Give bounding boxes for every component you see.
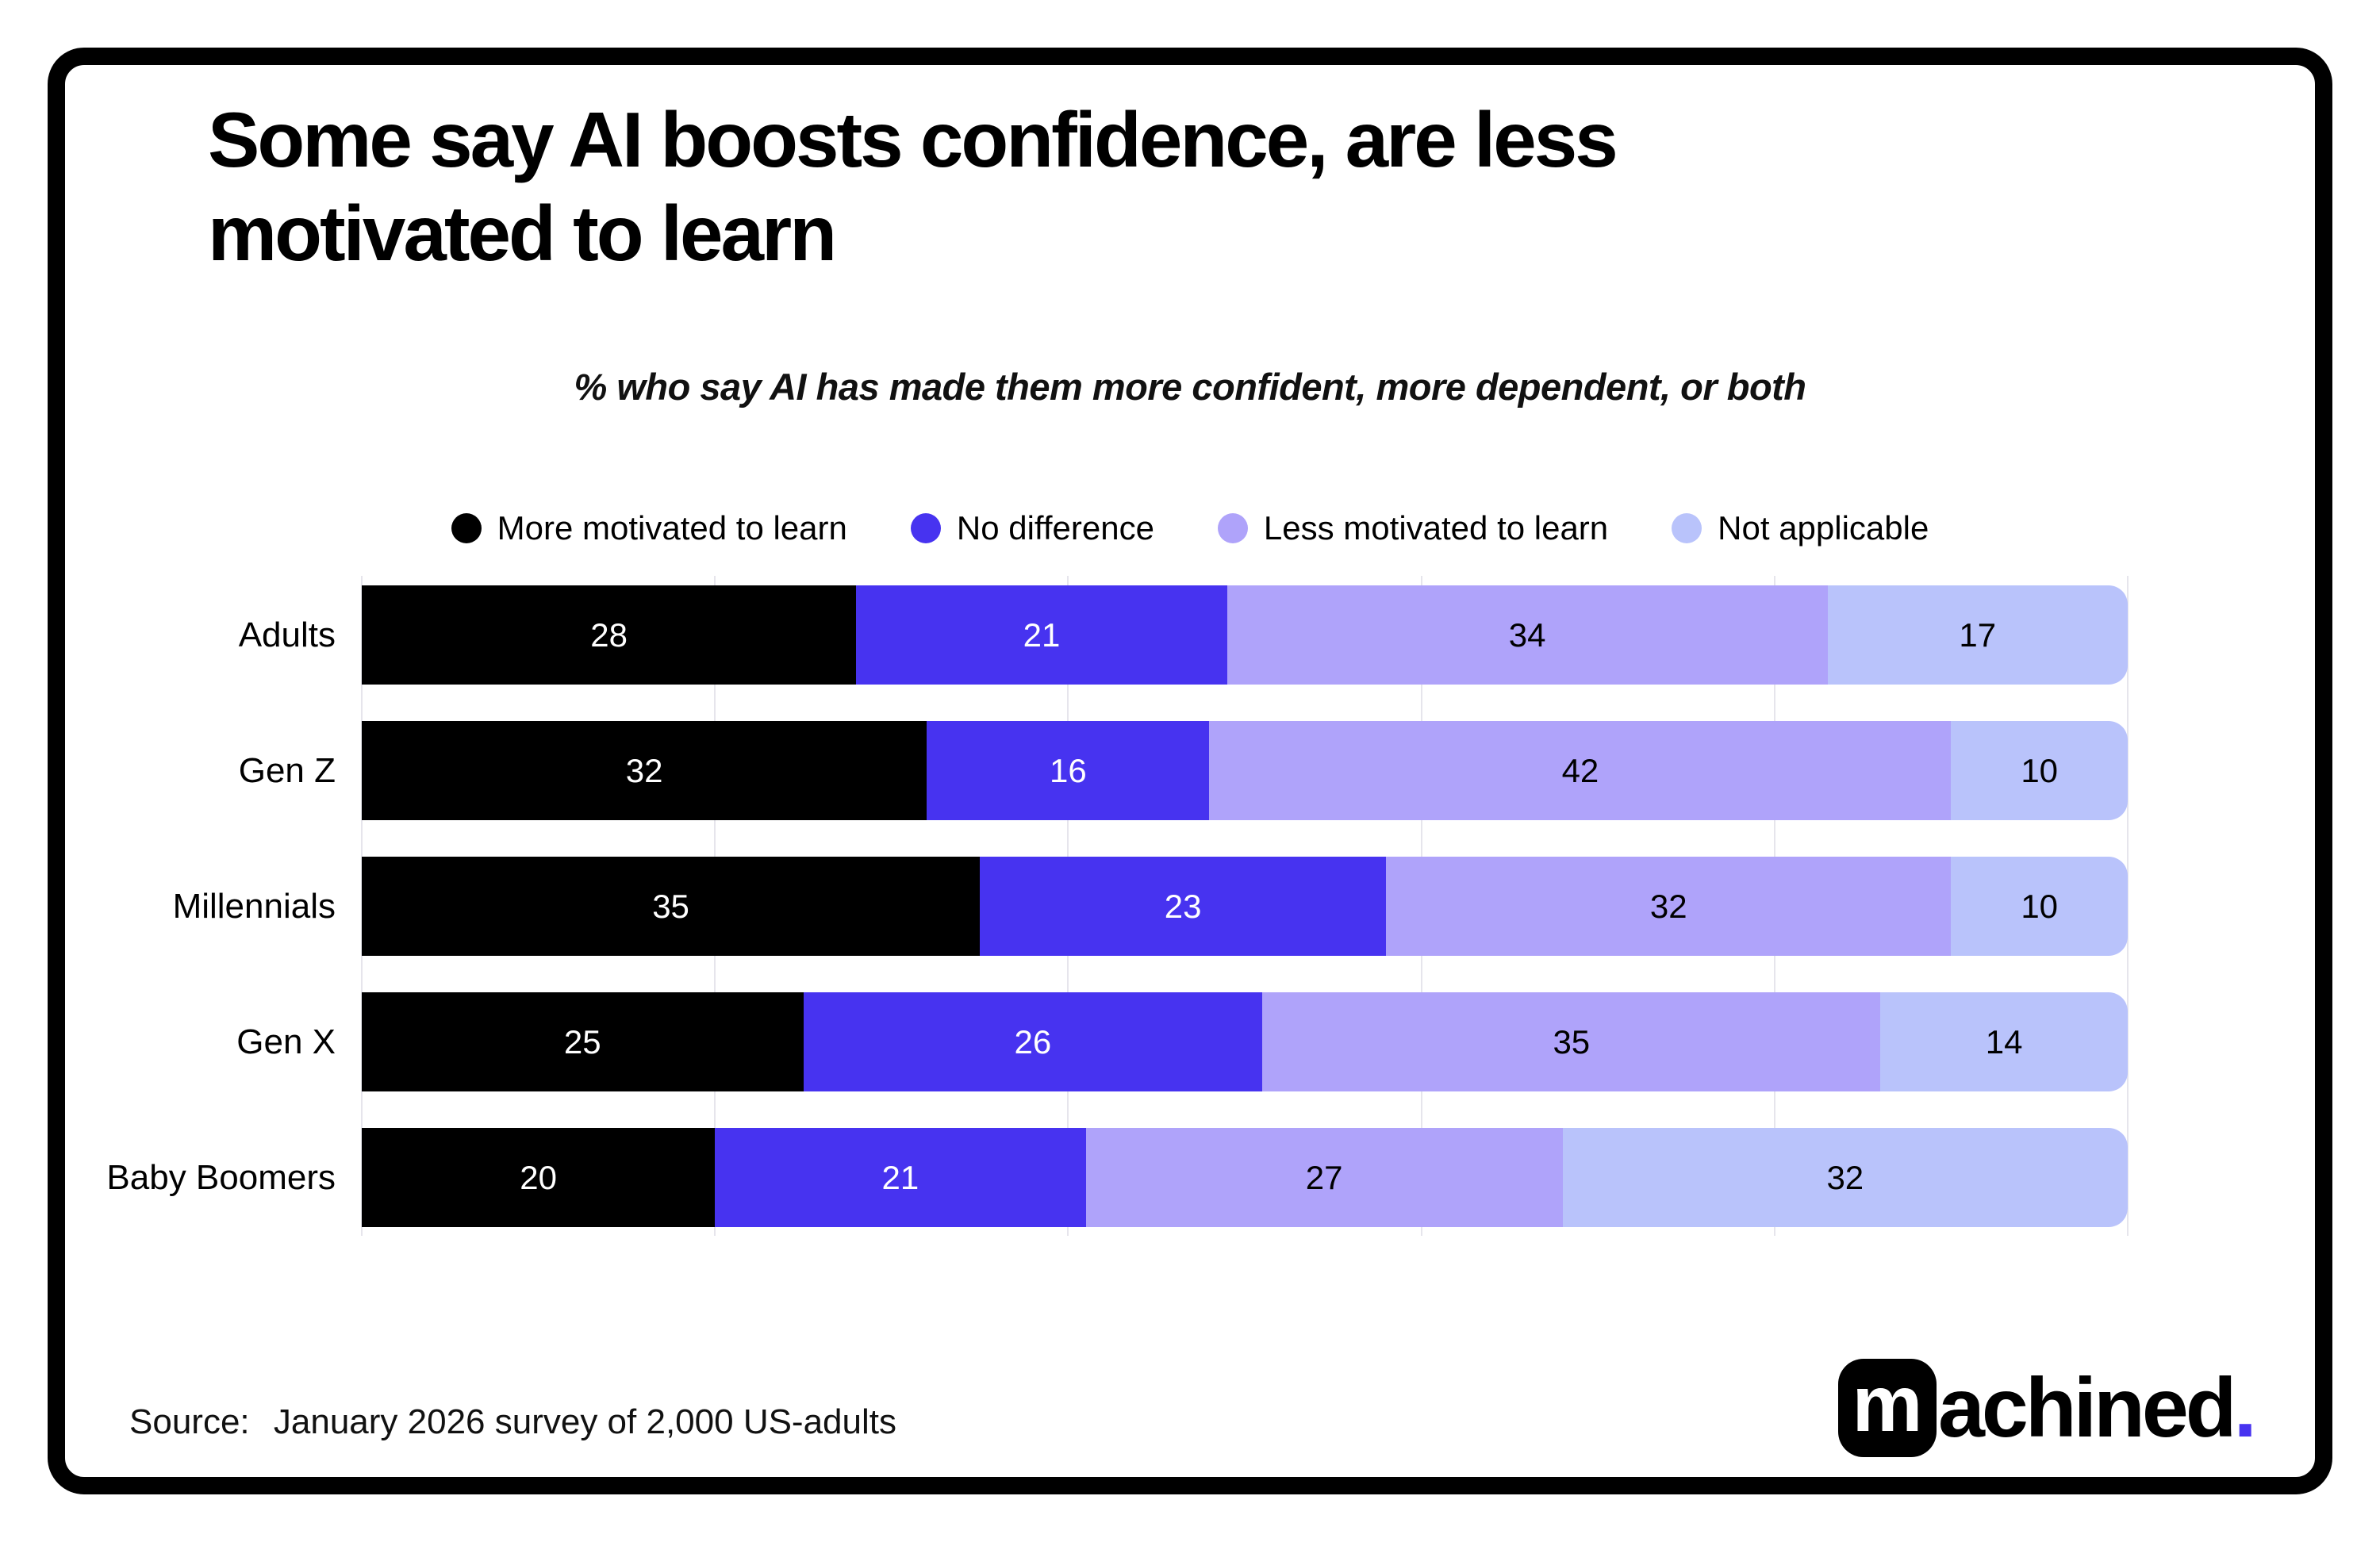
legend-item-1: No difference [910,509,1154,547]
bar-segment-less-motivated-to-learn: 34 [1226,585,1828,685]
logo-m-letter: m [1852,1360,1923,1448]
logo-dot: . [2233,1361,2257,1455]
bar-segment-more-motivated-to-learn: 35 [362,857,981,956]
legend-item-2: Less motivated to learn [1217,509,1609,547]
bar-segment-more-motivated-to-learn: 28 [362,585,857,685]
bar-track: 32 16 42 10 [362,721,2128,820]
legend-label: No difference [956,509,1154,547]
source-note: Source: January 2026 survey of 2,000 US-… [129,1402,896,1442]
legend-dot-icon [910,513,941,543]
legend-label: More motivated to learn [497,509,847,547]
row-label: Gen X [236,1022,336,1061]
bar-segment-more-motivated-to-learn: 25 [362,992,804,1091]
bar-segment-not-applicable: 10 [1951,857,2128,956]
bar-segment-less-motivated-to-learn: 32 [1386,857,1952,956]
bar-segment-not-applicable: 10 [1951,721,2128,820]
chart-row-millennials: Millennials 35 23 32 10 [48,857,2332,956]
row-label: Millennials [172,886,336,926]
bar-track: 25 26 35 14 [362,992,2128,1091]
row-label: Gen Z [238,750,336,790]
bar-segment-no-difference: 26 [803,992,1263,1091]
chart-row-baby-boomers: Baby Boomers 20 21 27 32 [48,1128,2332,1227]
bar-segment-no-difference: 21 [856,585,1227,685]
row-label: Baby Boomers [106,1157,336,1197]
bar-segment-less-motivated-to-learn: 35 [1262,992,1881,1091]
logo-m-box: m [1837,1359,1937,1457]
legend-item-3: Not applicable [1672,509,1929,547]
page-title: Some say AI boosts confidence, are less … [208,94,2112,280]
chart-row-adults: Adults 28 21 34 17 [48,585,2332,685]
bar-segment-no-difference: 16 [927,721,1210,820]
bar-track: 35 23 32 10 [362,857,2128,956]
bar-track: 28 21 34 17 [362,585,2128,685]
legend-label: Not applicable [1718,509,1929,547]
bar-segment-less-motivated-to-learn: 42 [1209,721,1952,820]
bar-segment-not-applicable: 14 [1880,992,2128,1091]
source-text: January 2026 survey of 2,000 US-adults [273,1402,896,1441]
bar-segment-more-motivated-to-learn: 32 [362,721,927,820]
gridline-100 [2127,576,2129,1236]
legend-label: Less motivated to learn [1263,509,1609,547]
bar-segment-not-applicable: 32 [1562,1128,2128,1227]
chart-legend: More motivated to learn No difference Less… [65,509,2315,547]
chart-subtitle: % who say AI has made them more confiden… [574,366,1806,408]
legend-dot-icon [1217,513,1248,543]
legend-dot-icon [1672,513,1702,543]
logo-wordmark: achined [1937,1361,2237,1455]
title-line-1: Some say AI boosts confidence, are less [208,96,1618,183]
source-label: Source: [129,1402,250,1441]
bar-track: 20 21 27 32 [362,1128,2128,1227]
title-line-2: motivated to learn [208,189,837,277]
stacked-bar-chart: Adults 28 21 34 17 Gen Z 32 16 42 10 Millennials 35… [48,585,2332,1264]
bar-segment-no-difference: 23 [980,857,1387,956]
legend-dot-icon [451,513,482,543]
bar-segment-no-difference: 21 [715,1128,1086,1227]
bar-segment-more-motivated-to-learn: 20 [362,1128,716,1227]
legend-item-0: More motivated to learn [451,509,847,547]
chart-row-gen-x: Gen X 25 26 35 14 [48,992,2332,1091]
bar-segment-not-applicable: 17 [1827,585,2128,685]
machined-logo: m achined . [1837,1358,2257,1458]
bar-segment-less-motivated-to-learn: 27 [1085,1128,1563,1227]
row-label: Adults [238,615,336,654]
chart-row-gen-z: Gen Z 32 16 42 10 [48,721,2332,820]
